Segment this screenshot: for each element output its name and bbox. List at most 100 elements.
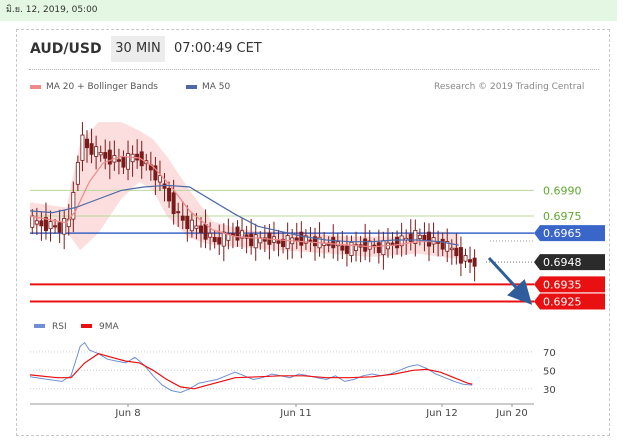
candle-body — [445, 241, 450, 252]
candle-body — [226, 233, 231, 241]
candle-body — [89, 143, 94, 155]
candle-body — [85, 138, 90, 149]
candle-body — [449, 247, 454, 251]
candle-body — [331, 236, 336, 249]
x-tick-label: Jun 20 — [495, 408, 528, 419]
candle-body — [363, 238, 368, 252]
candle-body — [34, 220, 39, 225]
candle-body — [198, 225, 203, 234]
candle-body — [98, 152, 103, 156]
candle-body — [39, 220, 44, 227]
candle-body — [235, 226, 240, 241]
candle-body — [253, 234, 258, 249]
candle-body — [240, 230, 245, 239]
level-tag-0-6925 — [534, 293, 605, 310]
legend-ma20-label: MA 20 + Bollinger Bands — [46, 82, 158, 92]
candle-body — [189, 219, 194, 232]
candle-body — [376, 242, 381, 253]
rsi-tick-label: 30 — [543, 385, 556, 396]
candle-body — [221, 231, 226, 247]
rsi-panel: RSI 9MA 70 50 30 — [29, 322, 556, 396]
candle-body — [426, 231, 431, 247]
candle-body — [48, 221, 53, 230]
candle-body — [80, 134, 85, 161]
candle-body — [30, 215, 35, 228]
date-text: มิ.ย. 12, 2019, 05:00 — [6, 5, 98, 15]
time-label: 07:00:49 CET — [174, 41, 262, 56]
level-labels: 0.6990 0.6975 0.6965 0.6948 0.6935 0.6925 — [534, 184, 605, 310]
candle-body — [281, 238, 286, 248]
rsi-line — [29, 341, 473, 394]
candle-body — [454, 247, 459, 257]
x-axis: Jun 8 Jun 11 Jun 12 Jun 20 — [30, 403, 534, 419]
candle-body — [294, 237, 299, 241]
candle-body — [440, 238, 445, 250]
candle-body — [230, 233, 235, 236]
level-tag-0-6925-text: 0.6925 — [543, 295, 582, 308]
candle-body — [203, 224, 208, 240]
x-tick-label: Jun 11 — [279, 408, 312, 419]
candle-body — [185, 215, 190, 230]
ma20-swatch — [30, 84, 41, 89]
candles — [30, 122, 477, 282]
ma20-line — [29, 155, 459, 248]
level-tag-0-6935-text: 0.6935 — [543, 278, 582, 291]
candle-body — [344, 245, 349, 254]
level-label-0-6990: 0.6990 — [543, 184, 582, 197]
symbol-title: AUD/USD — [30, 41, 102, 57]
candle-body — [458, 247, 463, 264]
level-tag-0-6965-text: 0.6965 — [543, 227, 582, 240]
candle-body — [176, 211, 181, 214]
level-lines — [30, 189, 534, 303]
candle-body — [303, 235, 308, 244]
candle-body — [208, 232, 213, 238]
candle-body — [422, 234, 427, 241]
candle-body — [472, 257, 477, 267]
legend-ma20: MA 20 + Bollinger Bands — [30, 82, 158, 92]
level-tag-0-6965 — [534, 225, 605, 242]
rsi-ma-line — [29, 353, 473, 390]
candle-body — [399, 235, 404, 247]
level-tag-0-6948-text: 0.6948 — [543, 256, 582, 269]
timeframe-button[interactable]: 30 MIN — [111, 36, 165, 62]
candle-body — [107, 149, 112, 165]
candle-body — [75, 161, 80, 185]
date-bar: มิ.ย. 12, 2019, 05:00 — [0, 0, 617, 21]
candle-body — [249, 233, 254, 247]
candle-body — [354, 244, 359, 251]
candle-body — [308, 239, 313, 242]
x-tick-label: Jun 8 — [114, 408, 140, 419]
candle-body — [153, 165, 158, 181]
rsi-tick-label: 50 — [543, 366, 556, 377]
candle-body — [171, 192, 176, 215]
candle-body — [413, 229, 418, 244]
candle-body — [116, 159, 121, 162]
header-divider — [29, 69, 599, 70]
candle-body — [94, 146, 99, 157]
credit-text: Research © 2019 Trading Central — [434, 82, 585, 92]
candle-body — [71, 192, 76, 220]
candle-body — [408, 233, 413, 242]
candle-body — [126, 153, 131, 170]
rsi-ma-legend-swatch — [81, 324, 92, 328]
candle-body — [212, 236, 217, 243]
candle-body — [463, 255, 468, 262]
rsi-tick-label: 70 — [543, 348, 556, 359]
candle-body — [262, 237, 267, 242]
candle-body — [349, 241, 354, 256]
candle-body — [417, 234, 422, 239]
moving-averages — [29, 155, 533, 305]
rsi-legend-swatch — [34, 324, 45, 328]
candle-body — [121, 156, 126, 168]
candle-body — [381, 240, 386, 256]
candle-body — [43, 217, 48, 232]
candle-body — [340, 245, 345, 251]
level-tag-0-6935 — [534, 276, 605, 293]
candle-body — [157, 175, 162, 183]
candle-body — [180, 215, 185, 221]
level-tag-0-6948 — [534, 254, 605, 271]
candle-body — [53, 225, 58, 228]
candle-body — [299, 231, 304, 246]
candle-body — [276, 240, 281, 244]
x-tick-label: Jun 12 — [425, 408, 458, 419]
